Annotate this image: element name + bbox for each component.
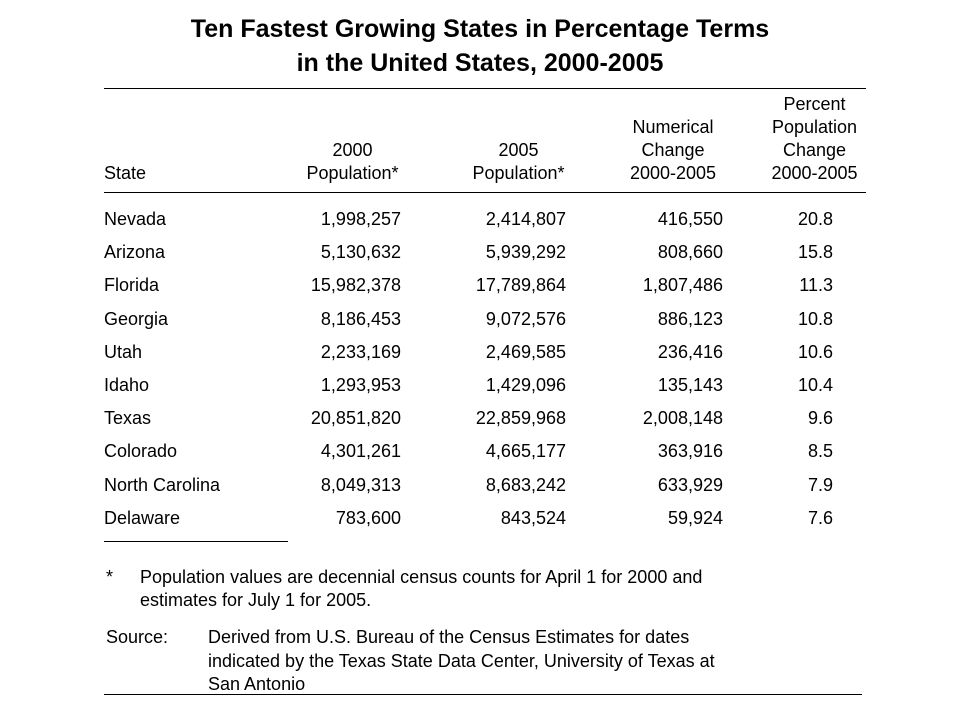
pop2000-cell: 1,998,257 <box>320 209 401 229</box>
pop2005-cell: 8,683,242 <box>485 474 566 495</box>
pop2000-cell: 783,600 <box>335 507 401 528</box>
pop2000-cell: 8,049,313 <box>320 474 401 495</box>
state-cell: Delaware <box>104 507 181 528</box>
header-pop2000: 2000 Population* <box>290 139 415 185</box>
pop2005-cell: 843,524 <box>500 507 566 528</box>
pct-cell: 7.6 <box>807 507 833 528</box>
state-cell: Colorado <box>104 441 178 462</box>
change-cell: 886,123 <box>657 308 723 329</box>
change-cell: 59,924 <box>667 507 723 528</box>
header-pop2005: 2005 Population* <box>456 139 581 185</box>
change-cell: 1,807,486 <box>642 275 723 296</box>
pop2005-cell: 2,414,807 <box>485 209 566 229</box>
source-line-2: indicated by the Texas State Data Center… <box>208 651 715 671</box>
pop2005-cell: 1,429,096 <box>485 375 566 395</box>
header-state-label: State <box>104 163 147 183</box>
change-cell: 2,008,148 <box>642 408 723 429</box>
header-numerical-line-2: Change <box>641 140 705 160</box>
header-percent-line-2: Population <box>771 117 858 137</box>
state-cell: Nevada <box>104 209 167 229</box>
header-pop2000-line-2: Population* <box>306 163 399 183</box>
change-cell: 363,916 <box>657 441 723 462</box>
footnote-line-1: Population values are decennial census c… <box>140 567 703 587</box>
footnote-rule <box>104 541 288 542</box>
header-numerical-change: Numerical Change 2000-2005 <box>613 116 733 185</box>
pct-cell: 8.5 <box>807 441 833 462</box>
pct-cell: 15.8 <box>797 242 833 263</box>
pct-cell: 9.6 <box>807 408 833 429</box>
state-cell: Utah <box>104 341 143 362</box>
change-cell: 135,143 <box>657 375 723 395</box>
pop2005-cell: 5,939,292 <box>485 242 566 263</box>
header-pop2005-line-2: Population* <box>472 163 565 183</box>
state-cell: Arizona <box>104 242 166 263</box>
pct-cell: 10.6 <box>797 341 833 362</box>
header-numerical-line-1: Numerical <box>632 117 714 137</box>
pop2005-cell: 17,789,864 <box>475 275 566 296</box>
state-cell: Texas <box>104 408 152 429</box>
pop2000-cell: 20,851,820 <box>310 408 401 429</box>
change-cell: 416,550 <box>657 209 723 229</box>
header-percent-line-4: 2000-2005 <box>771 163 858 183</box>
header-state: State <box>104 162 146 185</box>
bottom-rule <box>104 694 862 695</box>
source-label: Source: <box>106 627 169 647</box>
pct-cell: 20.8 <box>797 209 833 229</box>
header-pop2000-line-1: 2000 <box>332 140 373 160</box>
pop2000-cell: 15,982,378 <box>310 275 401 296</box>
pop2000-cell: 8,186,453 <box>320 308 401 329</box>
pop2000-cell: 2,233,169 <box>320 341 401 362</box>
source-line-1: Derived from U.S. Bureau of the Census E… <box>208 627 690 647</box>
pop2005-cell: 4,665,177 <box>485 441 566 462</box>
change-cell: 808,660 <box>657 242 723 263</box>
pct-cell: 10.8 <box>797 308 833 329</box>
title-line-1: Ten Fastest Growing States in Percentage… <box>190 15 770 43</box>
state-cell: Florida <box>104 275 160 296</box>
header-rule <box>104 192 866 193</box>
pop2000-cell: 5,130,632 <box>320 242 401 263</box>
page-title: Ten Fastest Growing States in Percentage… <box>0 12 960 80</box>
pop2005-cell: 9,072,576 <box>485 308 566 329</box>
header-percent-line-1: Percent <box>783 94 846 114</box>
state-cell: Idaho <box>104 375 150 395</box>
state-cell: North Carolina <box>104 474 221 495</box>
header-numerical-line-3: 2000-2005 <box>629 163 717 183</box>
title-line-2: in the United States, 2000-2005 <box>296 49 664 77</box>
footnote-marker: * <box>106 567 114 587</box>
pop2005-cell: 2,469,585 <box>485 341 566 362</box>
header-percent-change: Percent Population Change 2000-2005 <box>752 93 877 185</box>
top-rule <box>104 88 866 89</box>
pct-cell: 10.4 <box>797 375 833 395</box>
change-cell: 633,929 <box>657 474 723 495</box>
header-pop2005-line-1: 2005 <box>498 140 539 160</box>
source-line-3: San Antonio <box>208 674 306 694</box>
header-percent-line-3: Change <box>782 140 847 160</box>
pop2005-cell: 22,859,968 <box>475 408 566 429</box>
footnote-line-2: estimates for July 1 for 2005. <box>140 590 372 610</box>
pop2000-cell: 4,301,261 <box>320 441 401 462</box>
pct-cell: 11.3 <box>799 275 833 296</box>
pop2000-cell: 1,293,953 <box>320 375 401 395</box>
state-cell: Georgia <box>104 308 169 329</box>
change-cell: 236,416 <box>657 341 723 362</box>
pct-cell: 7.9 <box>807 474 833 495</box>
